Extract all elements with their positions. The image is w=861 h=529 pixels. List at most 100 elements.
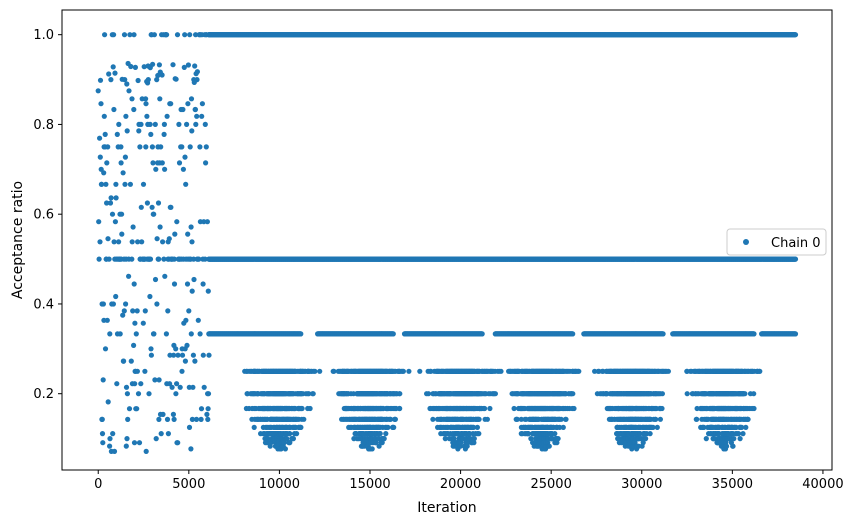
- data-point: [281, 440, 287, 446]
- data-point: [135, 391, 142, 397]
- data-point: [137, 144, 143, 150]
- data-point: [298, 424, 304, 430]
- data-point: [391, 424, 397, 430]
- data-point: [159, 160, 165, 166]
- data-point: [134, 406, 140, 412]
- data-point: [160, 239, 166, 245]
- data-point: [104, 160, 110, 166]
- data-point: [121, 32, 128, 38]
- data-point: [116, 239, 122, 245]
- data-point: [160, 411, 166, 417]
- data-point: [199, 113, 205, 119]
- data-point: [301, 416, 307, 422]
- data-point: [190, 384, 196, 390]
- data-point: [298, 331, 304, 337]
- data-point: [307, 405, 313, 412]
- data-point: [174, 32, 181, 38]
- data-point: [146, 391, 152, 397]
- data-point: [166, 236, 172, 242]
- data-point: [287, 431, 293, 437]
- data-point: [148, 346, 154, 352]
- data-point: [106, 71, 112, 77]
- data-point: [97, 77, 104, 83]
- data-point: [150, 160, 156, 166]
- data-point: [189, 416, 195, 422]
- data-point: [164, 32, 170, 38]
- data-point: [171, 256, 177, 262]
- data-point: [127, 181, 133, 187]
- data-point: [121, 308, 127, 314]
- data-point: [110, 64, 116, 70]
- data-point: [287, 440, 293, 446]
- data-point: [175, 440, 181, 446]
- data-point: [155, 200, 162, 206]
- data-point: [114, 381, 120, 387]
- data-point: [185, 101, 191, 107]
- data-point: [124, 128, 130, 134]
- data-point: [119, 231, 125, 237]
- data-point: [392, 416, 398, 422]
- data-point: [105, 236, 111, 242]
- data-point: [161, 131, 167, 137]
- data-point: [482, 405, 488, 412]
- data-point: [170, 411, 176, 417]
- data-point: [118, 160, 124, 166]
- data-point: [198, 416, 204, 422]
- data-point: [109, 211, 116, 217]
- data-point: [111, 106, 117, 113]
- data-points: [95, 32, 799, 454]
- data-point: [563, 416, 569, 422]
- data-point: [105, 144, 111, 150]
- data-point: [103, 181, 109, 187]
- data-point: [131, 106, 137, 113]
- data-point: [179, 144, 185, 150]
- data-point: [110, 301, 116, 307]
- data-point: [107, 331, 113, 337]
- data-point: [158, 144, 164, 150]
- data-point: [142, 308, 148, 314]
- data-point: [164, 416, 171, 422]
- data-point: [184, 342, 190, 348]
- data-point: [123, 384, 130, 390]
- data-point: [101, 113, 107, 119]
- data-point: [511, 405, 517, 412]
- data-point: [186, 308, 192, 314]
- data-point: [310, 391, 316, 397]
- data-point: [96, 219, 102, 225]
- data-point: [105, 399, 111, 405]
- data-point: [104, 317, 110, 323]
- data-point: [102, 346, 109, 352]
- data-point: [135, 239, 141, 245]
- data-point: [189, 288, 195, 294]
- data-point: [106, 256, 112, 262]
- data-point: [177, 384, 183, 390]
- data-point: [95, 88, 101, 94]
- data-point: [119, 211, 125, 217]
- data-point: [193, 32, 199, 38]
- data-point: [113, 195, 119, 201]
- data-point: [173, 391, 179, 397]
- data-point: [126, 273, 132, 279]
- data-point: [157, 96, 163, 102]
- data-point: [156, 377, 162, 383]
- data-point: [186, 424, 193, 430]
- data-point: [147, 293, 153, 300]
- data-point: [122, 77, 128, 83]
- data-point: [479, 331, 485, 337]
- data-point: [168, 101, 174, 107]
- data-point: [174, 381, 180, 387]
- data-point: [101, 170, 107, 176]
- data-point: [99, 416, 105, 422]
- data-point: [192, 358, 198, 364]
- data-point: [179, 368, 185, 374]
- data-point: [170, 62, 176, 68]
- data-point: [148, 131, 154, 137]
- data-point: [546, 443, 552, 449]
- data-point: [196, 256, 202, 262]
- data-point: [97, 135, 103, 141]
- data-point: [131, 440, 138, 446]
- data-point: [173, 76, 179, 82]
- data-point: [151, 32, 157, 38]
- data-point: [120, 170, 126, 176]
